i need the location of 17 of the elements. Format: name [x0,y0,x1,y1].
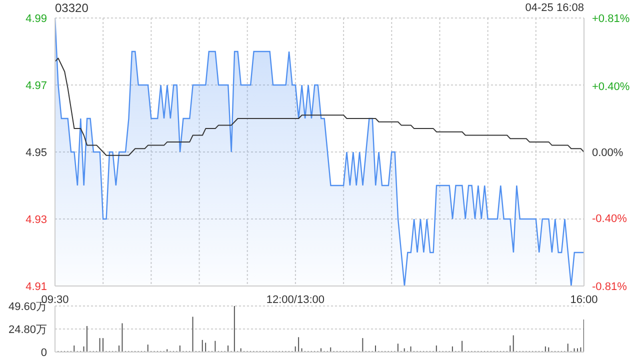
y-tick-label: 4.97 [26,80,47,92]
text: 04-25 16:08 [525,2,584,14]
y-tick-label: 4.95 [26,147,47,159]
x-tick-label: 12:00/13:00 [266,294,325,306]
y-tick-label: 49.60万 [8,301,47,313]
y2-tick-label: 0.00% [592,147,624,159]
y-tick-label: 4.99 [26,13,47,25]
y2-tick-label: +0.40% [592,80,630,93]
y-tick-label: 4.91 [26,281,47,293]
y2-tick-label: +0.81% [592,13,630,25]
chart-title: 03320 [55,1,88,15]
y-tick-label: 0 [40,347,47,359]
x-tick-label: 16:00 [570,294,598,306]
y-tick-label: 24.80万 [8,324,47,336]
y2-tick-label: -0.40% [592,213,628,226]
y-tick-label: 4.93 [26,214,47,226]
y2-tick-label: -0.81% [592,281,628,293]
